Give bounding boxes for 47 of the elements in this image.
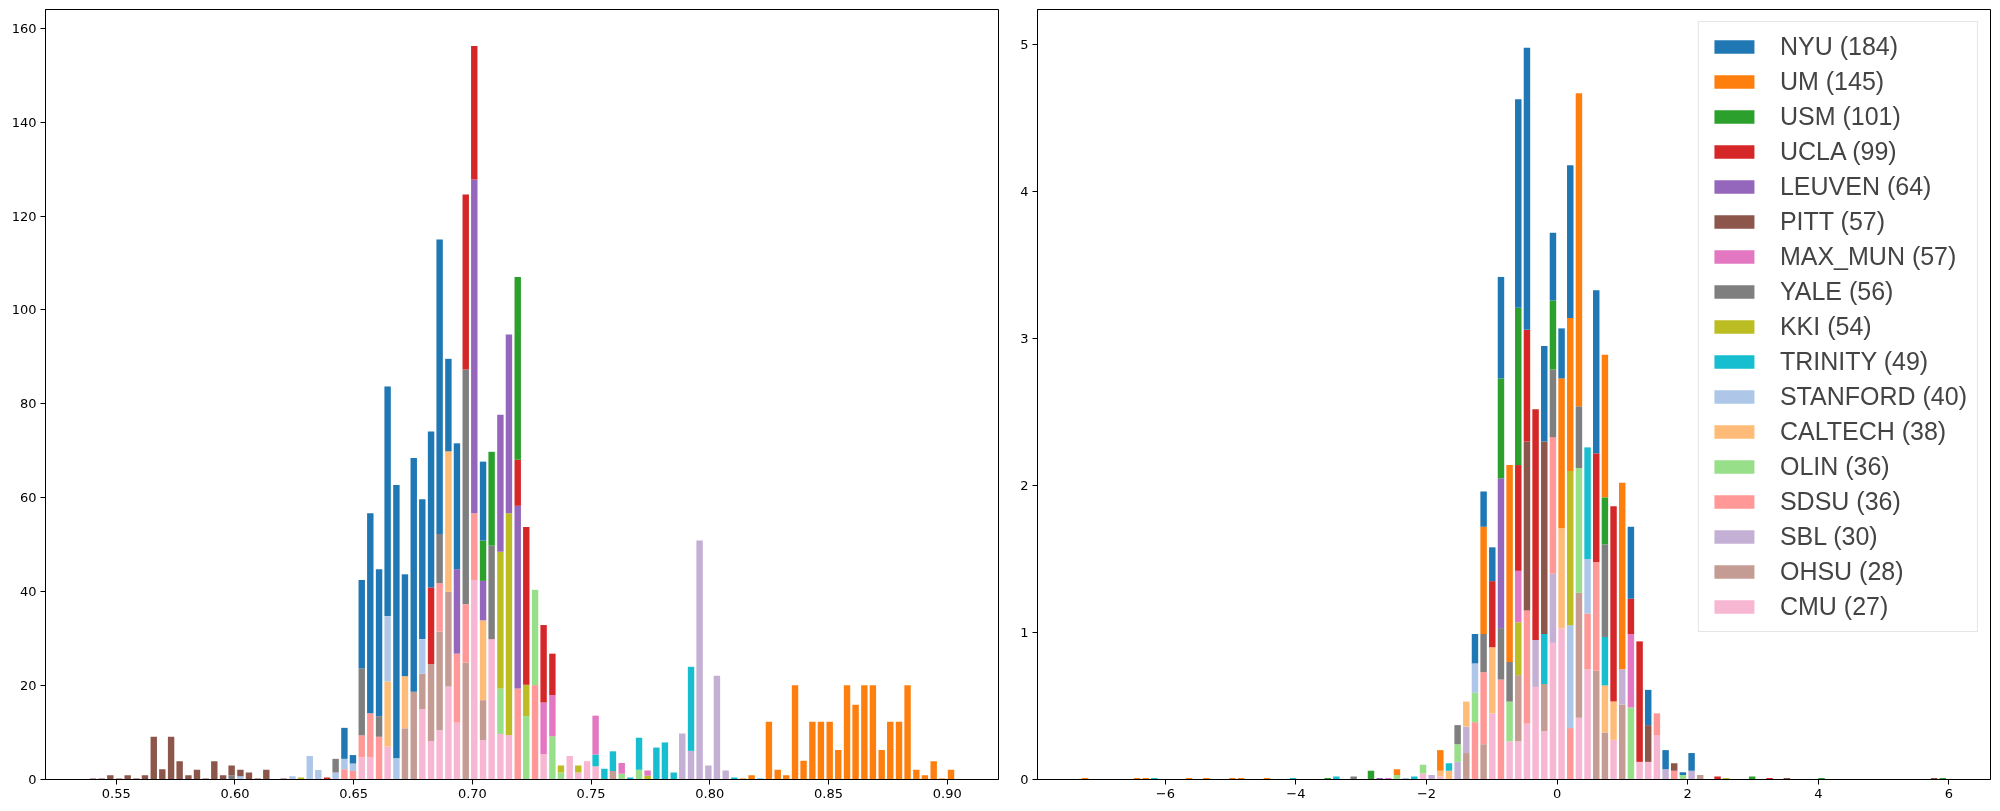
x-tick-label: 0.80 <box>695 785 725 801</box>
y-tick-label: 160 <box>11 20 37 36</box>
legend-label: MAX_MUN (57) <box>1779 242 1957 271</box>
x-tick-label: 0.90 <box>932 785 962 801</box>
x-tick-label: 2 <box>1683 785 1692 801</box>
y-tick-label: 140 <box>11 114 37 130</box>
y-tick-label: 120 <box>11 208 37 224</box>
x-tick-label: 0.60 <box>220 785 250 801</box>
y-tick-label: 20 <box>19 678 37 694</box>
y-tick-label: 5 <box>1020 37 1029 53</box>
legend-label: OLIN (36) <box>1779 452 1890 481</box>
legend-label: YALE (56) <box>1779 277 1894 306</box>
y-tick-label: 80 <box>19 396 37 412</box>
y-tick-label: 0 <box>1020 772 1029 787</box>
legend-label: SBL (30) <box>1779 522 1878 551</box>
x-tick-label: 0.55 <box>101 785 131 801</box>
legend-label: STANFORD (40) <box>1779 382 1967 411</box>
legend-label: UM (145) <box>1779 67 1885 96</box>
legend-label: KKI (54) <box>1779 312 1872 341</box>
y-tick-label: 3 <box>1020 331 1029 347</box>
legend-label: OHSU (28) <box>1779 557 1904 586</box>
y-tick-label: 40 <box>19 584 37 600</box>
legend-label: PITT (57) <box>1779 207 1886 236</box>
x-tick-label: 0.70 <box>457 785 487 801</box>
y-tick-label: 0 <box>28 772 37 787</box>
y-tick-label: 100 <box>11 302 37 318</box>
x-tick-label: 0.65 <box>339 785 369 801</box>
legend-label: CALTECH (38) <box>1779 417 1947 446</box>
legend-label: CMU (27) <box>1779 592 1889 621</box>
legend-label: USM (101) <box>1779 102 1901 131</box>
x-tick-label: −2 <box>1416 785 1437 801</box>
x-tick-label: 0.75 <box>576 785 606 801</box>
x-tick-label: 6 <box>1944 785 1954 801</box>
legend-label: NYU (184) <box>1779 32 1899 61</box>
x-tick-label: −6 <box>1155 785 1175 801</box>
legend-label: LEUVEN (64) <box>1779 172 1932 201</box>
x-tick-label: 0.85 <box>814 785 843 801</box>
legend-label: UCLA (99) <box>1779 137 1897 166</box>
legend-label: SDSU (36) <box>1779 487 1901 516</box>
y-tick-label: 1 <box>1020 625 1029 641</box>
y-tick-label: 4 <box>1020 184 1029 200</box>
x-tick-label: −4 <box>1286 785 1306 801</box>
y-tick-label: 60 <box>19 490 37 506</box>
legend-label: TRINITY (49) <box>1779 347 1929 376</box>
y-tick-label: 2 <box>1020 478 1029 494</box>
x-tick-label: 4 <box>1814 785 1823 801</box>
x-tick-label: 0 <box>1552 785 1562 801</box>
